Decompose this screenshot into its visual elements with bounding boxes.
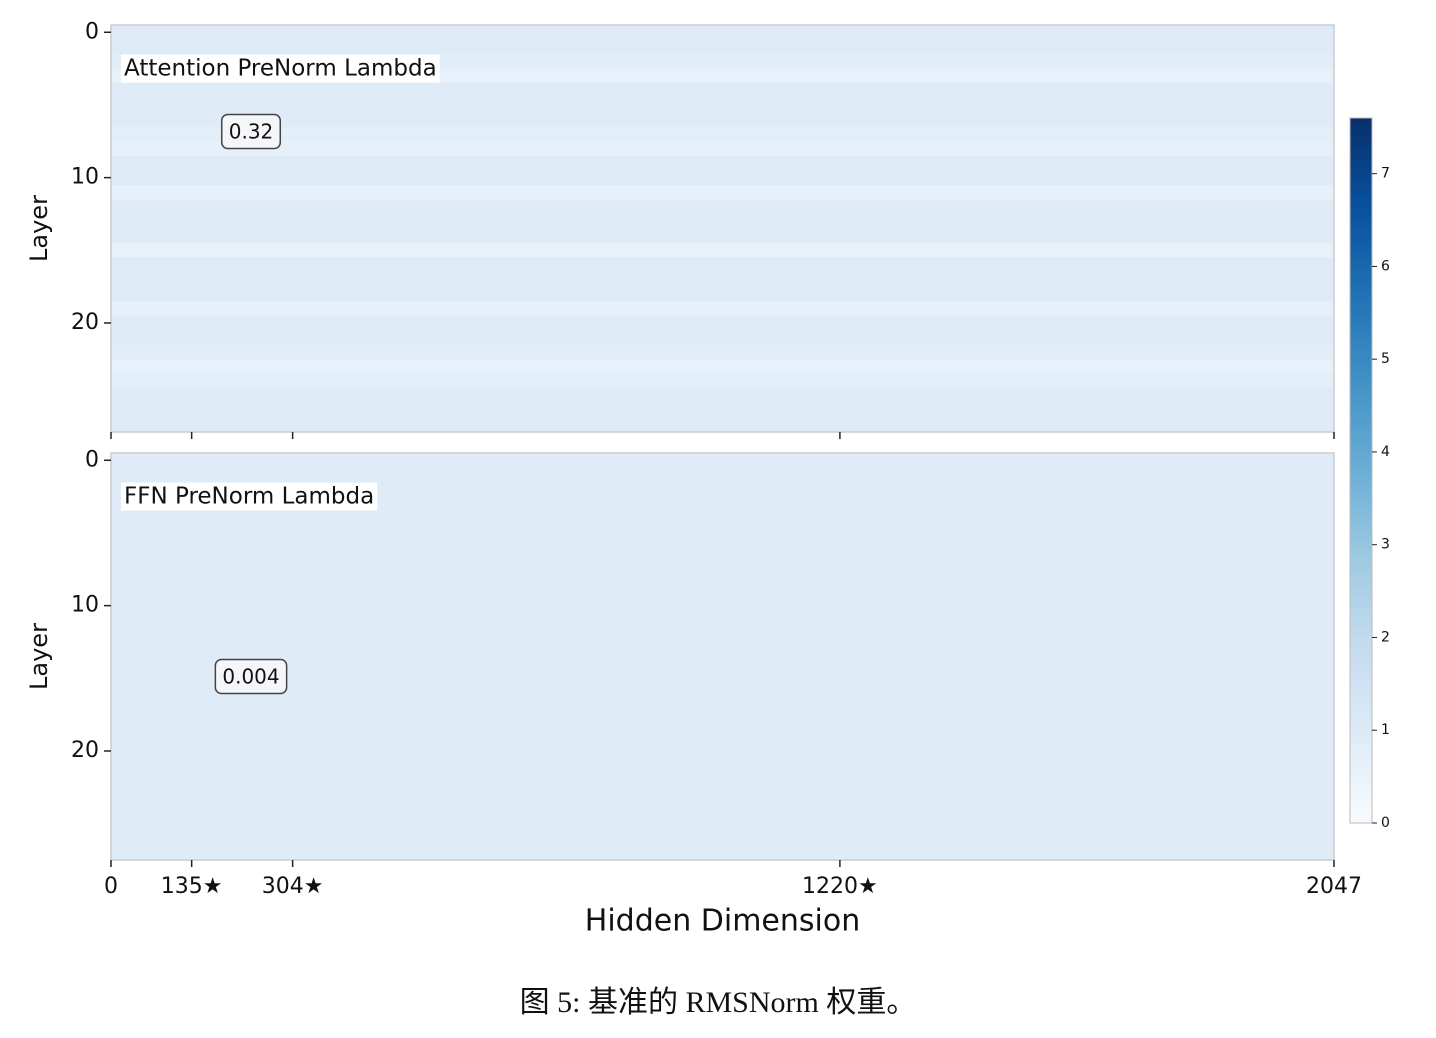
plot-frame [110,24,1335,433]
colorbar-tick-label: 2 [1381,629,1390,645]
y-tick-label: 0 [85,19,99,44]
heatmap-row [111,228,1334,244]
heatmap-row [111,729,1334,745]
colorbar-tick-label: 0 [1381,815,1390,831]
panel-title-bg [121,54,440,83]
heatmap-row [111,286,1334,302]
y-tick-label: 20 [71,738,99,763]
heatmap-row [111,787,1334,803]
annotation: 0.004 [222,665,279,689]
heatmap-row [111,388,1334,404]
y-tick-label: 0 [85,447,99,472]
panel-title: FFN PreNorm Lambda [124,484,374,510]
heatmap-row [111,772,1334,788]
plot-frame [110,452,1335,861]
annotation-box [220,113,282,150]
heatmap-row [111,213,1334,229]
heatmap-row [111,612,1334,628]
heatmap-row [111,525,1334,541]
x-tick-label: 2047 [1306,874,1362,899]
heatmap-row [111,583,1334,599]
heatmap-row [111,373,1334,389]
x-axis-label: Hidden Dimension [585,904,860,939]
heatmap-row [111,359,1334,375]
x-tick-label: 1220★ [802,874,878,899]
heatmap-row [111,417,1334,433]
heatmap-row [111,315,1334,331]
heatmap-row [111,199,1334,215]
heatmap-row [111,272,1334,288]
heatmap-row [111,25,1334,41]
y-axis-label: Layer [25,623,53,690]
heatmap-row [111,184,1334,200]
heatmap-row [111,243,1334,259]
heatmap-row [111,467,1334,483]
heatmap-row [111,700,1334,716]
heatmap-row [111,155,1334,171]
heatmap-row [111,301,1334,317]
heatmap-row [111,330,1334,346]
heatmap-row [111,482,1334,498]
heatmap-row [111,83,1334,99]
heatmap-row [111,743,1334,759]
heatmap-row [111,627,1334,643]
heatmap-row [111,402,1334,418]
y-axis-label: Layer [25,195,53,262]
heatmap-row [111,671,1334,687]
heatmap-row [111,344,1334,360]
y-tick-label: 20 [71,310,99,335]
heatmap-row [111,554,1334,570]
heatmap-row [111,685,1334,701]
heatmap-row [111,112,1334,128]
heatmap-row [111,830,1334,846]
heatmap-row [111,453,1334,469]
heatmap-row [111,641,1334,657]
x-tick-label: 135★ [161,874,223,899]
colorbar-tick-label: 4 [1381,444,1390,460]
annotation: 0.32 [229,120,274,144]
panel-title: Attention PreNorm Lambda [124,56,437,82]
heatmap-row [111,170,1334,186]
heatmap-row [111,656,1334,672]
colorbar-tick-label: 1 [1381,722,1390,738]
colorbar-tick-label: 3 [1381,537,1390,553]
heatmap-row [111,496,1334,512]
heatmap-row [111,845,1334,861]
heatmap-row [111,97,1334,113]
y-tick-label: 10 [71,593,99,618]
x-tick-label: 0 [104,874,118,899]
heatmap-row [111,141,1334,157]
annotation-box [214,658,288,695]
heatmap-row [111,540,1334,556]
heatmap-row [111,816,1334,832]
heatmap-row [111,801,1334,817]
colorbar [1349,117,1373,824]
colorbar-tick-label: 5 [1381,351,1390,367]
colorbar-tick-label: 6 [1381,258,1390,274]
colorbar-tick-label: 7 [1381,166,1390,182]
heatmap-row [111,126,1334,142]
heatmap-row [111,714,1334,730]
caption: 图 5: 基准的 RMSNorm 权重。 [520,986,917,1019]
heatmap-row [111,569,1334,585]
heatmap-row [111,39,1334,55]
heatmap-row [111,598,1334,614]
heatmap-row [111,257,1334,273]
y-tick-label: 10 [71,165,99,190]
panel-title-bg [121,482,378,511]
heatmap-row [111,511,1334,527]
heatmap-row [111,758,1334,774]
x-tick-label: 304★ [262,874,324,899]
